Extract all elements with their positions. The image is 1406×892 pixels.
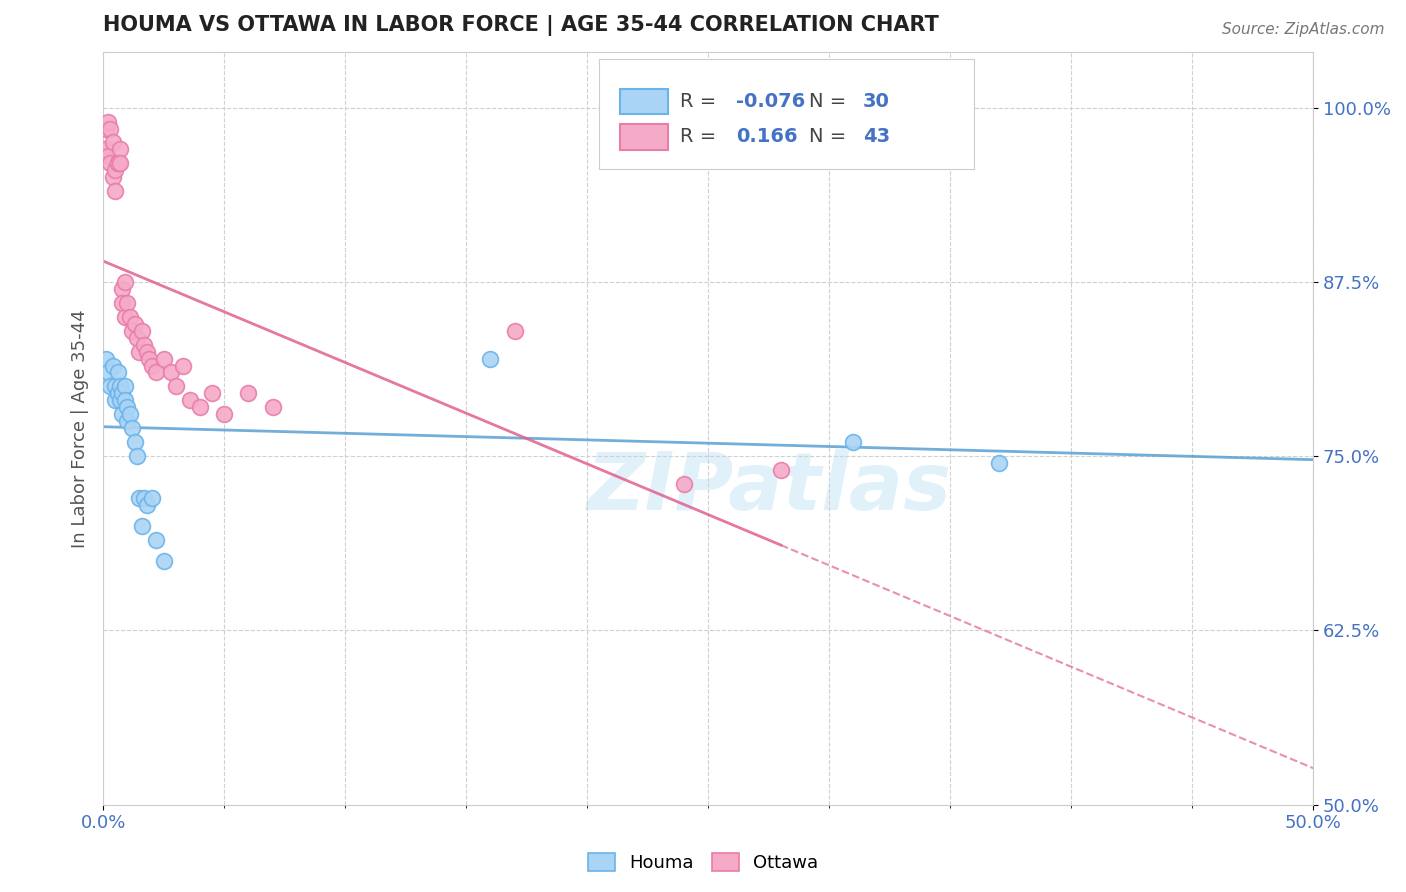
Point: [121, 421, 143, 435]
Point: [987, 456, 1010, 470]
Point: [94, 351, 117, 366]
Point: [238, 386, 260, 401]
Point: [114, 275, 136, 289]
Point: [672, 477, 695, 491]
Point: [117, 414, 139, 428]
Point: [108, 143, 131, 157]
Point: [104, 393, 127, 408]
Point: [479, 351, 502, 366]
Point: [125, 331, 148, 345]
FancyBboxPatch shape: [620, 88, 668, 114]
Text: N =: N =: [808, 128, 852, 146]
Point: [124, 317, 146, 331]
Point: [100, 379, 122, 393]
Point: [101, 359, 124, 373]
FancyBboxPatch shape: [620, 124, 668, 150]
Text: N =: N =: [808, 92, 852, 111]
Text: 43: 43: [863, 128, 890, 146]
Point: [108, 393, 131, 408]
Point: [141, 359, 163, 373]
Text: -0.076: -0.076: [735, 92, 806, 111]
Text: 0.166: 0.166: [735, 128, 797, 146]
Point: [134, 491, 156, 505]
Point: [121, 324, 143, 338]
Point: [135, 498, 157, 512]
Point: [172, 359, 194, 373]
Point: [131, 519, 153, 533]
Y-axis label: In Labor Force | Age 35-44: In Labor Force | Age 35-44: [72, 309, 89, 548]
Point: [141, 491, 163, 505]
Text: ZIPatlas: ZIPatlas: [586, 450, 952, 527]
Point: [188, 401, 211, 415]
Point: [134, 337, 156, 351]
Legend: Houma, Ottawa: Houma, Ottawa: [579, 844, 827, 881]
Point: [117, 401, 139, 415]
Point: [108, 379, 131, 393]
Point: [131, 324, 153, 338]
Text: R =: R =: [681, 92, 723, 111]
Point: [165, 379, 187, 393]
Point: [135, 344, 157, 359]
Point: [503, 324, 526, 338]
Point: [152, 351, 174, 366]
Point: [138, 351, 160, 366]
Point: [97, 114, 120, 128]
Point: [145, 533, 167, 547]
Point: [107, 366, 129, 380]
Point: [107, 156, 129, 170]
Point: [97, 149, 120, 163]
Point: [101, 170, 124, 185]
Point: [145, 366, 167, 380]
Point: [111, 295, 134, 310]
Point: [97, 366, 120, 380]
Point: [212, 407, 235, 421]
Point: [101, 136, 124, 150]
Point: [201, 386, 224, 401]
Point: [128, 491, 150, 505]
Text: Source: ZipAtlas.com: Source: ZipAtlas.com: [1222, 22, 1385, 37]
Text: R =: R =: [681, 128, 723, 146]
Point: [117, 295, 139, 310]
Point: [100, 156, 122, 170]
Point: [100, 121, 122, 136]
Point: [125, 449, 148, 463]
Point: [111, 282, 134, 296]
Point: [111, 386, 134, 401]
Point: [94, 121, 117, 136]
Point: [104, 379, 127, 393]
Point: [769, 463, 792, 477]
FancyBboxPatch shape: [599, 60, 974, 169]
Point: [160, 366, 183, 380]
Point: [94, 143, 117, 157]
Point: [111, 407, 134, 421]
Point: [107, 386, 129, 401]
Point: [262, 401, 284, 415]
Point: [118, 310, 141, 324]
Point: [152, 554, 174, 568]
Text: HOUMA VS OTTAWA IN LABOR FORCE | AGE 35-44 CORRELATION CHART: HOUMA VS OTTAWA IN LABOR FORCE | AGE 35-…: [103, 15, 939, 36]
Point: [124, 435, 146, 450]
Point: [128, 344, 150, 359]
Point: [108, 156, 131, 170]
Point: [107, 156, 129, 170]
Text: 30: 30: [863, 92, 890, 111]
Point: [104, 163, 127, 178]
Point: [114, 379, 136, 393]
Point: [179, 393, 201, 408]
Point: [842, 435, 865, 450]
Point: [104, 184, 127, 198]
Point: [114, 310, 136, 324]
Point: [114, 393, 136, 408]
Point: [118, 407, 141, 421]
